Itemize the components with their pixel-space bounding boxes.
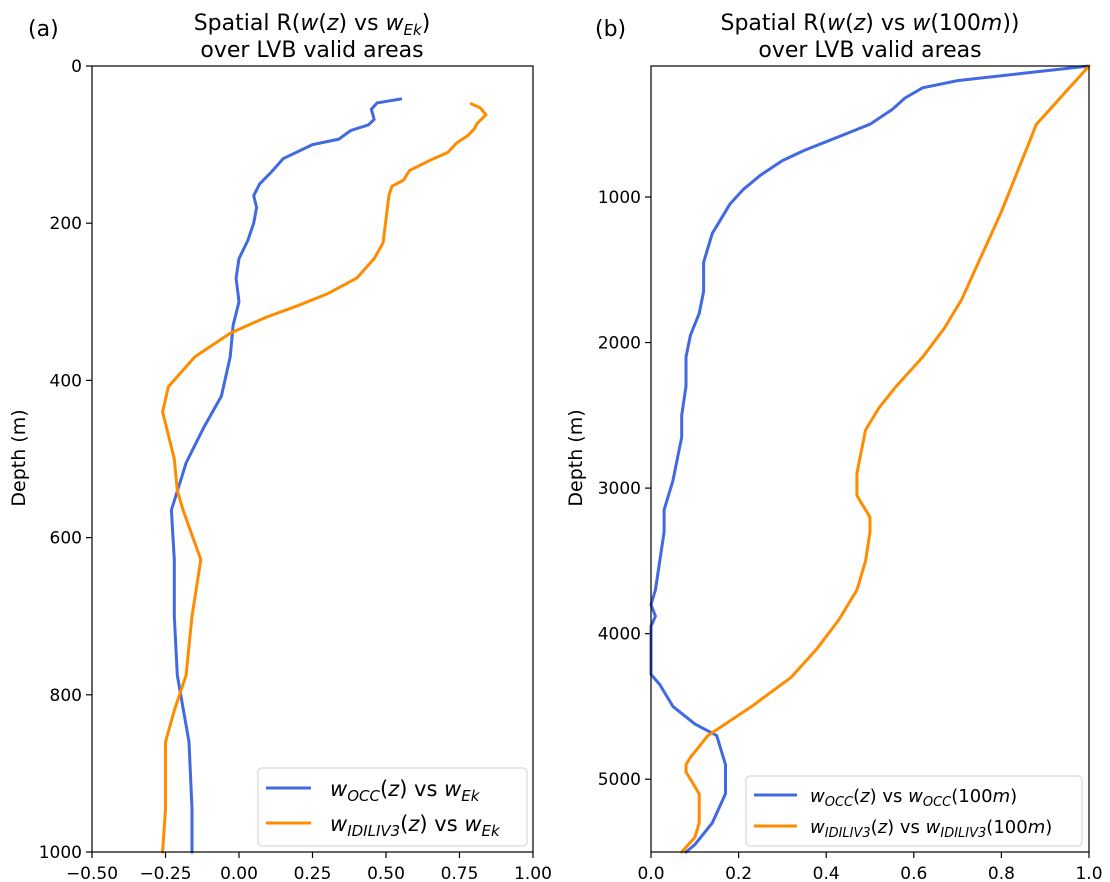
axes-b: 0.0 0.2 0.4 0.6 0.8 1.0 1000 2000 3000 4000 5000 [598, 188, 1103, 882]
legend-box-a [257, 767, 528, 847]
y-tick-label: 1000 [598, 188, 641, 208]
legend-label-occ-a: wOCC(z) vs wEk [330, 777, 481, 805]
legend-b: wOCC(z) vs wOCC(100m) wIDILIV3(z) vs wID… [745, 775, 1083, 847]
legend-label-idiliv3-b: wIDILIV3(z) vs wIDILIV3(100m) [810, 817, 1052, 841]
x-tick-label: −0.50 [66, 864, 118, 882]
panel-b: (b) Spatial R(w(z) vs w(100m)) over LVB … [565, 11, 1103, 882]
x-tick-label: 0.75 [441, 864, 479, 882]
legend-box-b [745, 775, 1083, 847]
series-line-occ [649, 64, 1091, 854]
title-a-line2: over LVB valid areas [200, 38, 423, 63]
plot-lines-a [161, 97, 488, 854]
x-tick-label: 0.50 [367, 864, 405, 882]
y-tick-label: 2000 [598, 334, 641, 354]
title-a-line1: Spatial R(w(z) vs wEk) [194, 11, 431, 39]
legend-label-idiliv3-a: wIDILIV3(z) vs wEk [330, 812, 501, 840]
y-tick-label: 1000 [39, 843, 82, 863]
x-tick-label: 0.25 [294, 864, 332, 882]
plot-lines-b [649, 64, 1091, 854]
x-tick-label: 0.4 [813, 864, 840, 882]
panel-label-b: (b) [595, 17, 626, 42]
y-axis-label-a: Depth (m) [8, 409, 30, 506]
y-tick-label: 200 [50, 214, 82, 234]
y-axis-label-b: Depth (m) [565, 409, 587, 506]
plot-frame-a [91, 65, 534, 853]
x-tick-label: 1.0 [1075, 864, 1102, 882]
axes-a: −0.50 −0.25 0.00 0.25 0.50 0.75 1.00 0 200 400 600… [39, 57, 552, 882]
title-b-line1: Spatial R(w(z) vs w(100m)) [720, 11, 1019, 36]
y-tick-label: 600 [50, 529, 82, 549]
x-tick-label: 0.6 [900, 864, 927, 882]
x-tick-label: 1.00 [514, 864, 552, 882]
y-tick-label: 5000 [598, 770, 641, 790]
y-tick-label: 3000 [598, 479, 641, 499]
x-tick-label: 0.0 [637, 864, 664, 882]
title-b-line2: over LVB valid areas [758, 38, 981, 63]
series-line-idiliv3 [161, 102, 488, 854]
y-tick-label: 0 [71, 57, 82, 77]
legend-label-occ-b: wOCC(z) vs wOCC(100m) [810, 786, 1017, 810]
x-tick-label: 0.8 [988, 864, 1015, 882]
plot-frame-b [650, 65, 1090, 853]
series-line-occ [169, 97, 403, 854]
legend-a: wOCC(z) vs wEk wIDILIV3(z) vs wEk [257, 767, 528, 847]
y-tick-label: 400 [50, 371, 82, 391]
x-tick-label: 0.2 [725, 864, 752, 882]
panel-label-a: (a) [28, 17, 59, 42]
y-tick-label: 800 [50, 686, 82, 706]
panel-a: (a) Spatial R(w(z) vs wEk) over LVB vali… [8, 11, 552, 882]
x-tick-label: 0.00 [220, 864, 258, 882]
y-tick-label: 4000 [598, 625, 641, 645]
series-line-idiliv3 [680, 64, 1091, 854]
x-tick-label: −0.25 [139, 864, 191, 882]
